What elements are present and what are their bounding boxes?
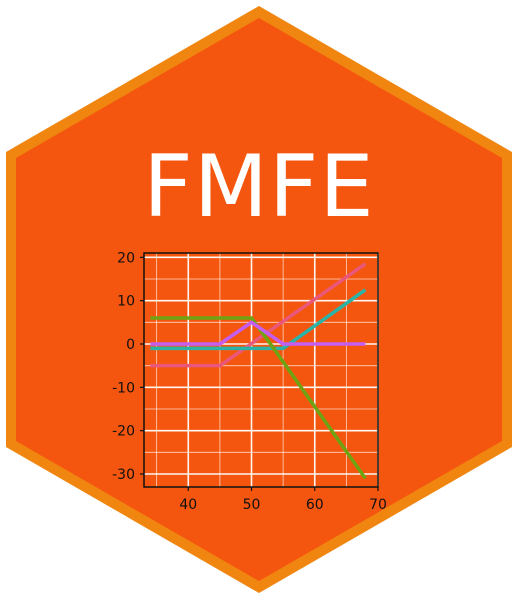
y-tick-label: -20: [112, 424, 135, 440]
y-tick-label: -30: [112, 467, 135, 483]
series-layer: [150, 262, 367, 480]
grid-minor: [144, 253, 378, 487]
y-axis-ticks: 20 10 0 -10 -20 -30: [112, 250, 144, 483]
x-tick-label: 40: [179, 497, 197, 513]
x-axis-ticks: 40 50 60 70: [179, 487, 387, 513]
y-tick-label: -10: [112, 380, 135, 396]
plot-area: [144, 253, 378, 487]
logo-title: FMFE: [143, 137, 374, 237]
plot-frame: [143, 252, 379, 488]
series-line-4: [150, 320, 366, 346]
y-tick-label: 10: [117, 294, 135, 310]
y-tick-label: 0: [126, 337, 135, 353]
x-tick-label: 60: [306, 497, 324, 513]
x-tick-label: 50: [243, 497, 261, 513]
y-tick-label: 20: [117, 250, 135, 266]
series-line-1: [150, 262, 367, 368]
series-line-2: [150, 288, 367, 351]
series-line-3: [150, 316, 367, 480]
chart: 40 50 60 70 20 10 0 -10 -20 -30: [112, 250, 387, 513]
x-tick-label: 70: [369, 497, 387, 513]
